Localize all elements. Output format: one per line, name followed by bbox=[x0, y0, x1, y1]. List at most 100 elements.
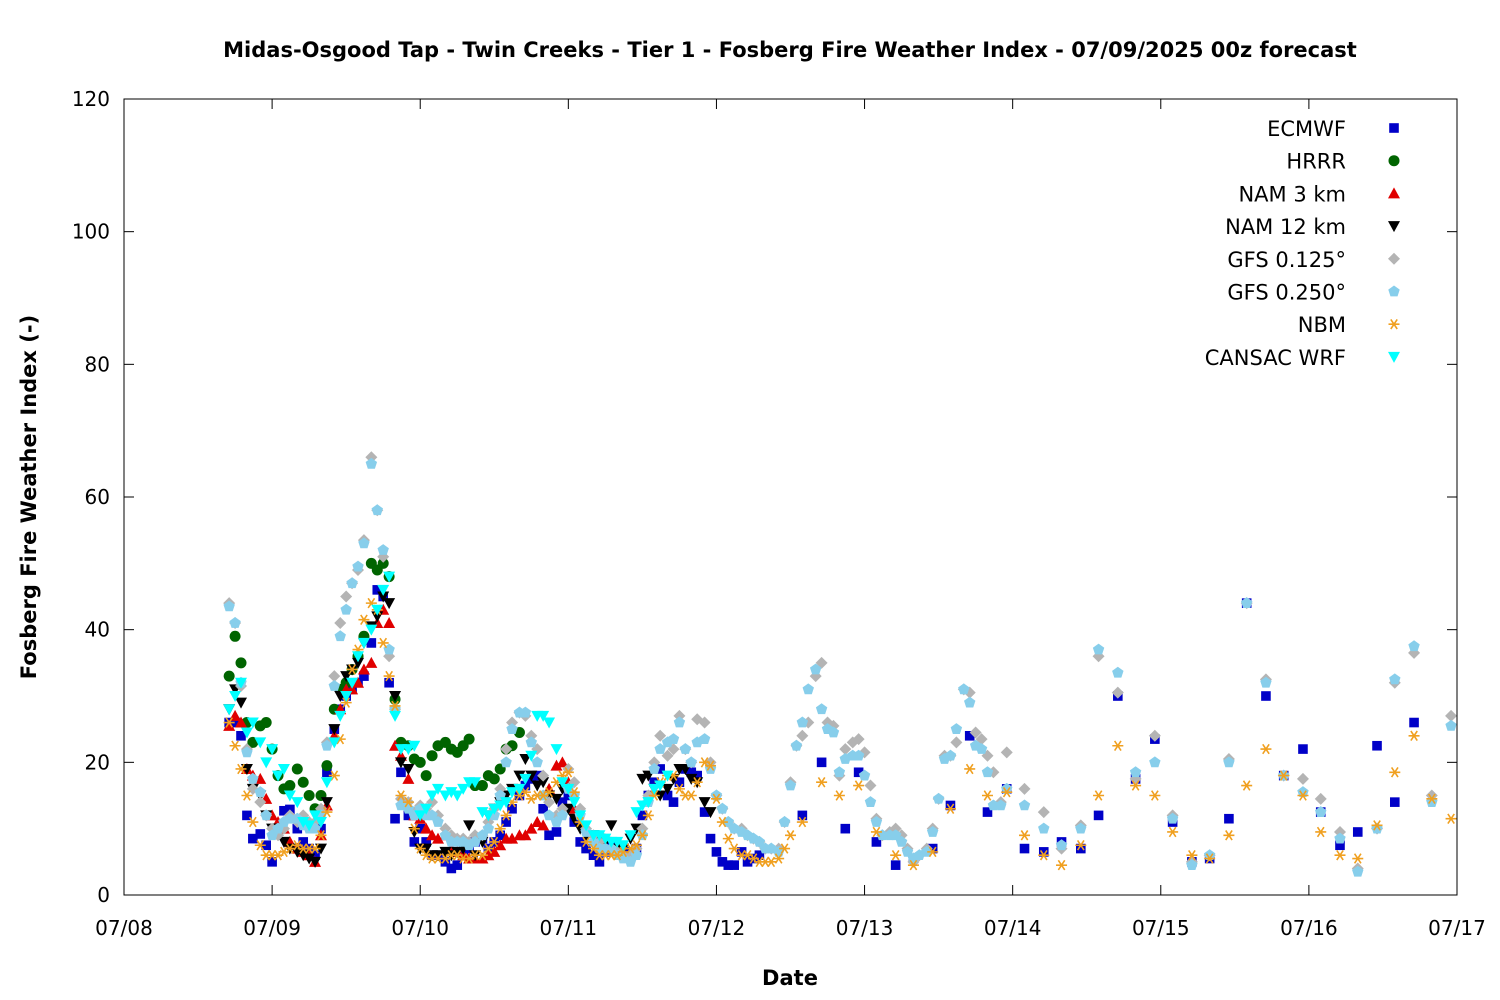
data-point bbox=[426, 790, 439, 802]
data-point bbox=[439, 790, 452, 802]
data-point bbox=[1426, 793, 1438, 805]
data-point bbox=[284, 780, 296, 792]
data-point bbox=[927, 846, 939, 858]
data-point bbox=[907, 859, 919, 871]
data-point bbox=[796, 716, 809, 728]
data-point bbox=[945, 800, 956, 811]
data-point bbox=[870, 826, 882, 838]
data-point bbox=[519, 754, 532, 766]
y-tick-label: 60 bbox=[85, 485, 110, 509]
data-point bbox=[457, 849, 470, 861]
legend-marker-nam-12-km bbox=[1388, 221, 1400, 233]
data-point bbox=[389, 700, 401, 712]
data-point bbox=[241, 746, 253, 758]
data-point bbox=[402, 796, 414, 808]
data-point bbox=[340, 697, 352, 708]
data-point bbox=[292, 823, 303, 834]
data-point bbox=[1038, 849, 1050, 861]
data-point bbox=[500, 810, 512, 821]
data-point bbox=[679, 743, 692, 754]
data-point bbox=[649, 777, 660, 788]
data-point bbox=[431, 783, 444, 795]
data-point bbox=[1149, 790, 1161, 801]
data-point bbox=[235, 697, 248, 709]
data-point bbox=[667, 773, 680, 785]
data-point bbox=[1315, 826, 1327, 838]
data-point bbox=[372, 585, 383, 595]
data-point bbox=[340, 691, 353, 702]
data-point bbox=[839, 743, 852, 756]
legend-label-ecmwf: ECMWF bbox=[1267, 117, 1346, 141]
data-point bbox=[778, 816, 791, 827]
legend-marker-nam-3-km bbox=[1388, 187, 1400, 199]
data-point bbox=[316, 823, 326, 834]
data-point bbox=[890, 860, 901, 870]
x-tick-label: 07/11 bbox=[540, 916, 598, 940]
data-point bbox=[402, 763, 415, 775]
data-point bbox=[321, 739, 333, 751]
data-point bbox=[562, 767, 574, 778]
data-point bbox=[901, 845, 914, 857]
data-point bbox=[519, 706, 532, 718]
data-point bbox=[1389, 673, 1401, 685]
data-point bbox=[796, 729, 809, 742]
data-point bbox=[389, 710, 402, 722]
data-point bbox=[383, 670, 395, 682]
data-point bbox=[648, 783, 661, 795]
data-point bbox=[1296, 772, 1309, 785]
data-point bbox=[722, 833, 734, 844]
data-point bbox=[1278, 770, 1290, 781]
y-tick-label: 0 bbox=[97, 883, 110, 907]
data-point bbox=[383, 598, 396, 610]
data-point bbox=[463, 820, 476, 832]
data-point bbox=[1297, 786, 1309, 798]
data-point bbox=[699, 807, 710, 817]
data-point bbox=[241, 790, 253, 801]
data-point bbox=[661, 749, 674, 762]
data-point bbox=[692, 770, 702, 781]
data-point bbox=[260, 757, 273, 769]
data-point bbox=[543, 717, 556, 729]
data-point bbox=[964, 763, 976, 775]
data-point bbox=[415, 823, 426, 834]
data-point bbox=[1408, 640, 1420, 652]
data-point bbox=[852, 749, 865, 761]
x-tick-label: 07/13 bbox=[836, 916, 894, 940]
x-tick-label: 07/15 bbox=[1132, 916, 1190, 940]
data-point bbox=[1260, 676, 1272, 688]
data-point bbox=[926, 825, 939, 837]
data-point bbox=[352, 676, 365, 688]
data-point bbox=[797, 810, 808, 821]
data-point bbox=[537, 769, 550, 782]
data-point bbox=[1112, 740, 1124, 751]
data-point bbox=[384, 677, 394, 688]
data-point bbox=[309, 843, 321, 854]
data-point bbox=[246, 717, 259, 729]
data-point bbox=[716, 816, 728, 828]
data-point bbox=[981, 766, 994, 778]
data-point bbox=[975, 743, 988, 754]
data-point bbox=[469, 835, 481, 847]
data-point bbox=[284, 812, 296, 824]
data-point bbox=[235, 763, 247, 775]
data-point bbox=[1409, 717, 1419, 728]
data-point bbox=[773, 853, 785, 864]
y-tick-label: 120 bbox=[72, 87, 110, 111]
data-point bbox=[1129, 766, 1142, 778]
data-point bbox=[642, 810, 654, 821]
data-point bbox=[266, 744, 279, 756]
data-point bbox=[525, 822, 538, 834]
data-point bbox=[507, 803, 517, 814]
data-point bbox=[784, 779, 797, 791]
data-point bbox=[790, 739, 803, 751]
data-point bbox=[358, 614, 370, 625]
data-point bbox=[334, 710, 347, 722]
y-tick-label: 100 bbox=[72, 220, 110, 244]
data-point bbox=[476, 852, 489, 864]
data-point bbox=[482, 810, 495, 822]
data-point bbox=[673, 783, 685, 795]
data-point bbox=[950, 723, 963, 735]
data-point bbox=[223, 717, 235, 728]
data-point bbox=[494, 839, 507, 851]
